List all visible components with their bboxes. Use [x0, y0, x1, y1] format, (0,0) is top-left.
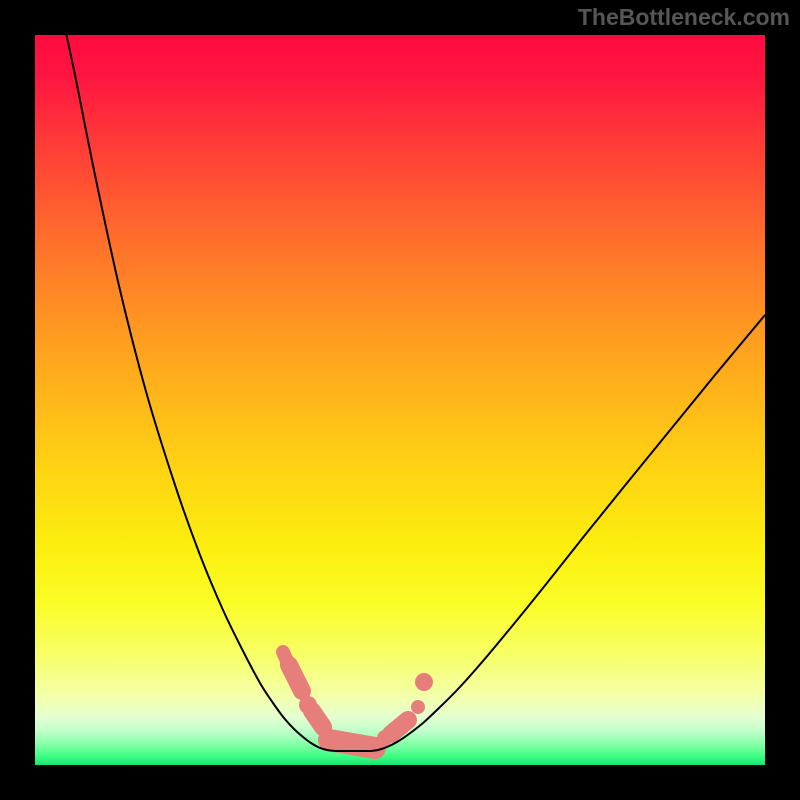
gradient-background [35, 35, 765, 765]
plot-area [35, 35, 765, 765]
watermark-text: TheBottleneck.com [578, 4, 790, 31]
chart-frame: TheBottleneck.com [0, 0, 800, 800]
bottleneck-curve-chart [35, 35, 765, 765]
